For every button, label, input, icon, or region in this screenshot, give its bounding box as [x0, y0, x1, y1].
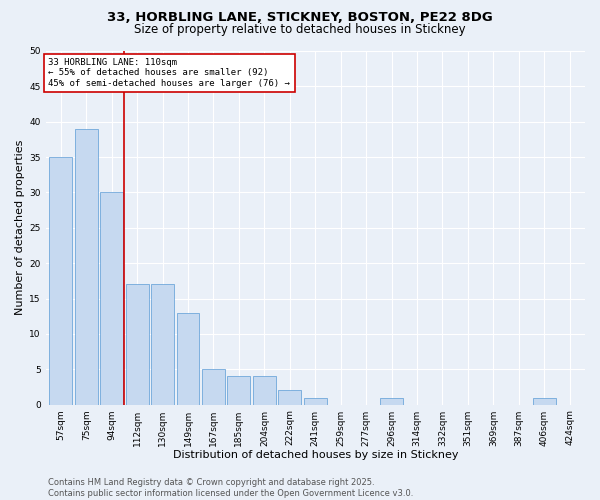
Bar	[227, 376, 250, 404]
Bar	[176, 312, 199, 404]
Text: 33, HORBLING LANE, STICKNEY, BOSTON, PE22 8DG: 33, HORBLING LANE, STICKNEY, BOSTON, PE2…	[107, 11, 493, 24]
Bar	[202, 369, 225, 404]
Bar	[278, 390, 301, 404]
Text: 33 HORBLING LANE: 110sqm
← 55% of detached houses are smaller (92)
45% of semi-d: 33 HORBLING LANE: 110sqm ← 55% of detach…	[48, 58, 290, 88]
Bar	[151, 284, 174, 405]
Bar	[125, 284, 149, 405]
Bar	[49, 157, 72, 404]
Text: Size of property relative to detached houses in Stickney: Size of property relative to detached ho…	[134, 22, 466, 36]
Bar	[380, 398, 403, 404]
Text: Contains HM Land Registry data © Crown copyright and database right 2025.
Contai: Contains HM Land Registry data © Crown c…	[48, 478, 413, 498]
Bar	[533, 398, 556, 404]
Bar	[304, 398, 327, 404]
Y-axis label: Number of detached properties: Number of detached properties	[15, 140, 25, 316]
X-axis label: Distribution of detached houses by size in Stickney: Distribution of detached houses by size …	[173, 450, 458, 460]
Bar	[100, 192, 123, 404]
Bar	[75, 129, 98, 404]
Bar	[253, 376, 276, 404]
